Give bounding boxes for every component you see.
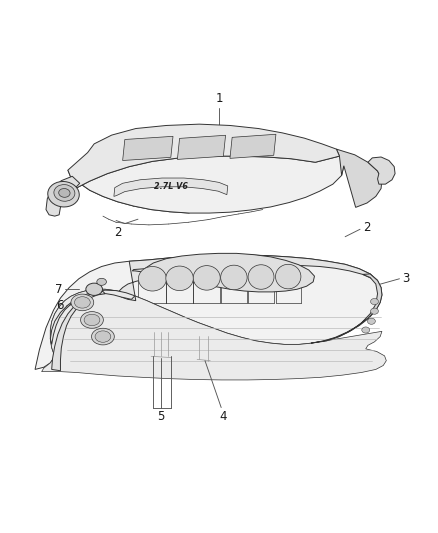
- Text: 2: 2: [363, 221, 370, 233]
- Polygon shape: [123, 136, 173, 160]
- Text: 1: 1: [215, 92, 223, 106]
- Polygon shape: [50, 290, 135, 344]
- Polygon shape: [42, 289, 386, 380]
- Text: 4: 4: [219, 410, 227, 423]
- Ellipse shape: [59, 189, 70, 197]
- Text: 2: 2: [114, 226, 122, 239]
- Ellipse shape: [276, 264, 301, 289]
- Ellipse shape: [371, 308, 378, 314]
- Ellipse shape: [248, 265, 274, 289]
- Ellipse shape: [221, 265, 247, 290]
- Ellipse shape: [84, 314, 100, 326]
- Ellipse shape: [48, 182, 79, 207]
- Polygon shape: [114, 178, 228, 197]
- Text: 6: 6: [56, 300, 64, 312]
- Ellipse shape: [362, 327, 370, 333]
- Text: 7: 7: [55, 283, 62, 296]
- Polygon shape: [68, 124, 339, 189]
- Ellipse shape: [371, 298, 378, 304]
- Polygon shape: [177, 135, 226, 159]
- Ellipse shape: [166, 266, 193, 290]
- Ellipse shape: [54, 184, 75, 201]
- Polygon shape: [368, 157, 395, 184]
- Text: 3: 3: [402, 272, 410, 285]
- Polygon shape: [336, 149, 382, 207]
- Ellipse shape: [74, 297, 90, 308]
- Ellipse shape: [95, 331, 111, 342]
- Polygon shape: [118, 255, 378, 301]
- Polygon shape: [68, 156, 344, 213]
- Polygon shape: [132, 253, 314, 292]
- Polygon shape: [311, 274, 382, 343]
- Ellipse shape: [193, 265, 220, 290]
- Text: 2.7L V6: 2.7L V6: [154, 182, 188, 191]
- Ellipse shape: [71, 294, 94, 311]
- Ellipse shape: [86, 283, 102, 295]
- Ellipse shape: [138, 266, 166, 291]
- Polygon shape: [230, 134, 276, 158]
- Ellipse shape: [81, 312, 103, 328]
- Text: 5: 5: [158, 410, 165, 423]
- Polygon shape: [35, 255, 382, 369]
- Polygon shape: [46, 176, 80, 216]
- Ellipse shape: [92, 328, 114, 345]
- Ellipse shape: [97, 278, 106, 285]
- Ellipse shape: [367, 318, 375, 324]
- Polygon shape: [52, 292, 105, 371]
